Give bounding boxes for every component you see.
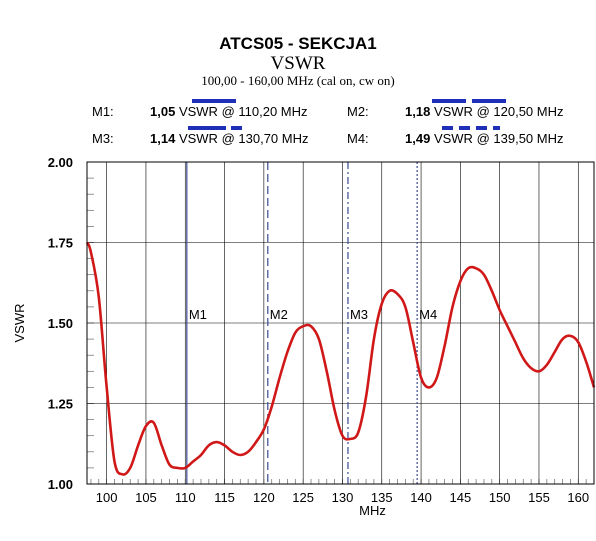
marker-line-swatches [188, 99, 509, 130]
marker-lines [186, 162, 418, 484]
chart-subtitle: VSWR [270, 53, 326, 74]
marker-m3-at: @ [221, 131, 235, 146]
y-tick-label: 1.75 [48, 236, 73, 251]
x-tick-label: 155 [528, 490, 550, 505]
x-tick-label: 130 [332, 490, 354, 505]
x-tick-label: 100 [96, 490, 118, 505]
minor-grid [87, 161, 595, 485]
marker-m3-freq: 130,70 MHz [238, 131, 309, 146]
y-tick-labels: 1.001.251.501.752.00 [48, 155, 73, 492]
marker-m1-id: M1: [92, 104, 114, 119]
marker-m4-at: @ [476, 131, 490, 146]
marker-m3-readout: 1,14 VSWR @ 130,70 MHz [150, 131, 308, 146]
marker-m1-value: 1,05 [150, 104, 176, 119]
marker-m4-value: 1,49 [405, 131, 431, 146]
x-tick-label: 120 [253, 490, 275, 505]
marker-tag-m2: M2 [270, 307, 288, 322]
marker-tag-m1: M1 [189, 307, 207, 322]
marker-m3-id: M3: [92, 131, 114, 146]
marker-m3-value: 1,14 [150, 131, 176, 146]
marker-m1-unit: VSWR [178, 104, 218, 119]
x-tick-label: 160 [567, 490, 589, 505]
x-tick-label: 105 [135, 490, 157, 505]
marker-tag-m3: M3 [350, 307, 368, 322]
x-axis-label: MHz [359, 503, 386, 518]
y-tick-label: 1.00 [48, 477, 73, 492]
marker-m4-id: M4: [347, 131, 369, 146]
x-tick-labels: 100 105 110 115 120 125 130 135 140 145 150 155 160 [96, 490, 589, 505]
marker-m3-unit: VSWR [178, 131, 218, 146]
x-tick-label: 125 [292, 490, 314, 505]
x-tick-label: 145 [450, 490, 472, 505]
marker-m2-unit: VSWR [433, 104, 473, 119]
major-grid [87, 161, 594, 485]
plot-frame [86, 161, 595, 485]
y-tick-label: 1.25 [48, 397, 73, 412]
marker-m1-readout: 1,05 VSWR @ 110,20 MHz [150, 104, 308, 119]
marker-m2-value: 1,18 [405, 104, 431, 119]
marker-m2-freq: 120,50 MHz [493, 104, 564, 119]
marker-m4-unit: VSWR [433, 131, 473, 146]
x-tick-label: 135 [371, 490, 393, 505]
marker-m2-at: @ [476, 104, 490, 119]
y-tick-label: 1.50 [48, 316, 73, 331]
marker-m4-freq: 139,50 MHz [493, 131, 564, 146]
frequency-range: 100,00 - 160,00 MHz (cal on, cw on) [201, 73, 395, 88]
x-tick-label: 150 [489, 490, 511, 505]
x-tick-label: 115 [214, 490, 235, 505]
marker-m4-readout: 1,49 VSWR @ 139,50 MHz [405, 131, 563, 146]
marker-m1-freq: 110,20 MHz [238, 104, 308, 119]
x-tick-label: 140 [410, 490, 432, 505]
y-axis-label: VSWR [12, 304, 27, 343]
marker-tags: M1 M2 M3 M4 [189, 307, 437, 322]
x-tick-label: 110 [175, 490, 196, 505]
marker-m1-at: @ [221, 104, 235, 119]
marker-m2-readout: 1,18 VSWR @ 120,50 MHz [405, 104, 563, 119]
marker-m2-id: M2: [347, 104, 369, 119]
marker-tag-m4: M4 [419, 307, 437, 322]
chart-title: ATCS05 - SEKCJA1 [219, 34, 377, 53]
vswr-trace [85, 241, 596, 476]
